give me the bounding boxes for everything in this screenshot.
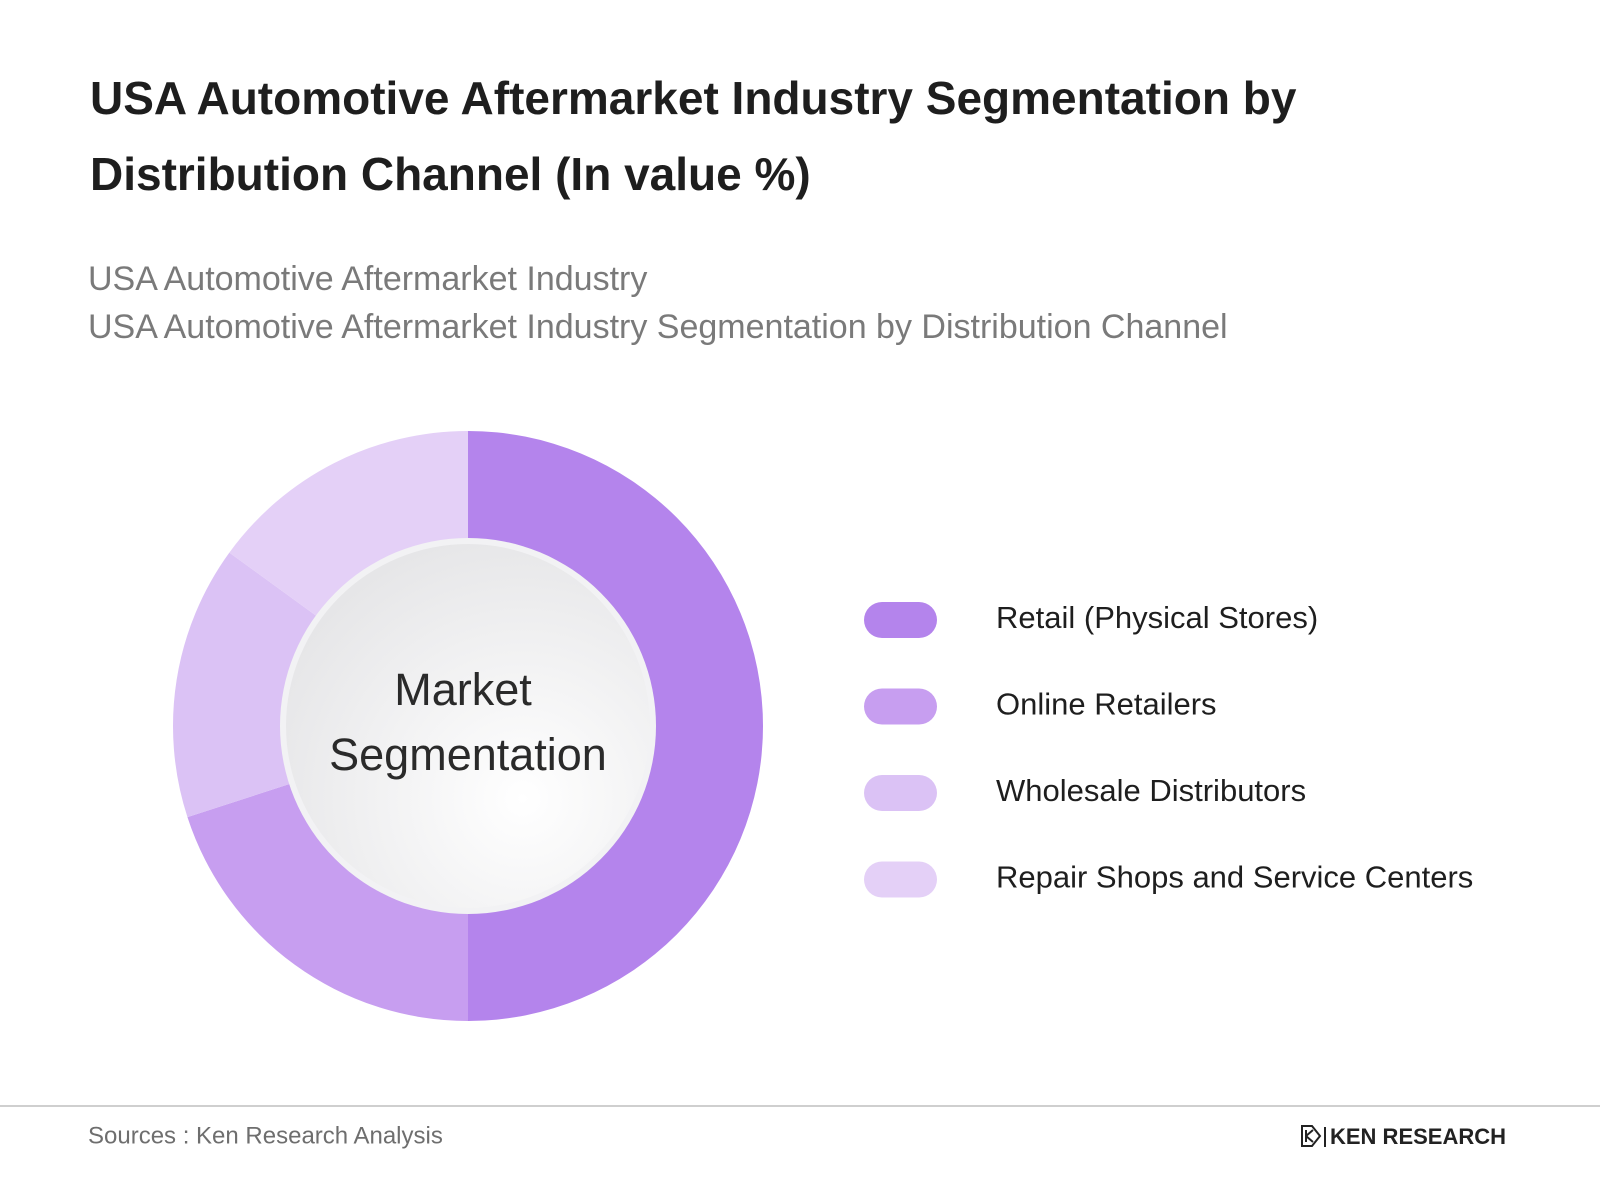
donut-segment [187, 781, 468, 1021]
source: Sources : Ken Research Analysis [88, 1122, 443, 1149]
legend: Retail (Physical Stores) Online Retailers… [864, 600, 1473, 898]
subtitle: USA Automotive Aftermarket Industry [88, 260, 647, 298]
legend-label: Wholesale Distributors [996, 773, 1306, 808]
donut-segment [229, 431, 468, 621]
center-label: Market [394, 664, 532, 715]
legend-swatch [864, 861, 937, 898]
legend-label: Repair Shops and Service Centers [996, 860, 1473, 895]
logo: KEN RESEARCH [1301, 1124, 1506, 1149]
legend-swatch [864, 602, 937, 638]
legend-swatch [864, 688, 937, 725]
donut-segment [468, 431, 763, 1021]
logo-text: KEN RESEARCH [1330, 1124, 1506, 1149]
chart-title: USA Automotive Aftermarket Industry Segm… [90, 72, 1297, 124]
chart-title: Distribution Channel (In value %) [90, 148, 811, 200]
subtitle: USA Automotive Aftermarket Industry Segm… [88, 308, 1228, 346]
center-label: Segmentation [329, 729, 607, 780]
legend-swatch [864, 775, 937, 811]
center-disc [286, 544, 650, 908]
legend-label: Retail (Physical Stores) [996, 600, 1318, 635]
legend-label: Online Retailers [996, 687, 1217, 722]
logo-icon [1301, 1125, 1322, 1147]
